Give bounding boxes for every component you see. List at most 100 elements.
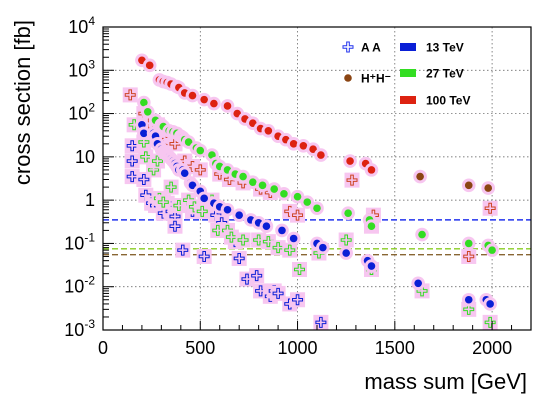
data-point [416, 172, 424, 181]
grid-lines [103, 27, 531, 330]
data-point [484, 202, 496, 214]
point-halo [192, 162, 208, 178]
data-point [169, 220, 181, 232]
data-point [223, 205, 232, 214]
data-point [292, 294, 304, 306]
point-halo [175, 242, 191, 258]
data-point [126, 155, 138, 167]
data-point [262, 236, 274, 248]
data-point [251, 270, 263, 282]
data-point [188, 181, 197, 190]
point-halo [124, 153, 140, 169]
axis-ticks [102, 26, 532, 331]
x-tick-labels: 0 500 1000 1500 2000 [98, 338, 512, 358]
data-point [315, 316, 327, 328]
legend-marker-dot [344, 74, 352, 82]
data-point [272, 242, 284, 254]
data-point [289, 140, 298, 148]
data-point [148, 164, 160, 176]
y-axis-title: cross section [fb] [10, 20, 35, 185]
data-point [367, 166, 376, 174]
legend: A A H⁺H⁻ 13 TeV 27 TeV 100 TeV [342, 41, 470, 108]
data-point [233, 109, 242, 118]
point-halo [282, 242, 298, 258]
data-point [293, 192, 302, 201]
data-point [212, 224, 224, 236]
x-tick-label: 2000 [472, 338, 512, 358]
point-halo [235, 232, 251, 248]
data-point [145, 61, 154, 70]
data-point [270, 185, 279, 193]
data-point [309, 145, 317, 154]
data-point [237, 234, 249, 246]
point-halo [124, 138, 140, 154]
data-point [313, 204, 321, 213]
data-point [346, 157, 354, 165]
data-point [177, 244, 189, 256]
data-point [317, 151, 325, 159]
data-point [289, 234, 298, 243]
legend-label: H⁺H⁻ [361, 72, 391, 86]
y-tick-label: 102 [68, 101, 95, 124]
data-point [418, 230, 426, 239]
data-point [488, 246, 496, 254]
data-point [239, 172, 247, 181]
point-halo [344, 172, 360, 188]
data-point [414, 279, 422, 288]
point-halo [249, 268, 265, 284]
data-point [346, 174, 358, 186]
legend-label: A A [361, 41, 381, 55]
point-halo [167, 218, 183, 234]
data-point [235, 211, 243, 219]
data-point [255, 285, 267, 297]
legend-swatch [400, 43, 416, 51]
point-halo [163, 179, 179, 195]
data-points [122, 53, 499, 330]
point-halo [461, 301, 477, 317]
data-point [208, 151, 216, 159]
point-halo [122, 87, 138, 103]
data-point [223, 102, 232, 110]
data-point [284, 244, 296, 256]
data-point [262, 222, 271, 231]
data-point [180, 169, 189, 177]
data-point [292, 209, 304, 221]
legend-label: 27 TeV [426, 67, 464, 81]
data-point [143, 107, 152, 116]
data-point [340, 234, 352, 246]
y-tick-label: 10-2 [64, 274, 95, 297]
data-point [464, 295, 473, 304]
data-point [303, 198, 312, 206]
point-halo [338, 232, 354, 248]
data-point [140, 129, 148, 138]
data-point [138, 173, 150, 185]
data-point [138, 136, 150, 148]
legend-swatch [400, 96, 416, 104]
legend-swatch [400, 69, 416, 77]
data-point [258, 181, 267, 190]
point-halo [461, 248, 477, 264]
x-tick-label: 1500 [375, 338, 415, 358]
point-halo [270, 285, 286, 301]
data-point [367, 262, 376, 270]
data-point [367, 222, 376, 231]
data-point [200, 194, 208, 203]
data-point [184, 138, 193, 146]
data-point [225, 231, 237, 243]
data-point [463, 250, 475, 262]
point-halo [223, 229, 239, 245]
point-halo [291, 261, 307, 277]
data-point [157, 196, 169, 208]
x-tick-label: 1000 [278, 338, 318, 358]
data-point [126, 140, 138, 152]
data-point [278, 226, 286, 235]
point-halo [482, 200, 498, 216]
data-point [188, 91, 197, 100]
legend-label: 13 TeV [426, 41, 464, 55]
y-tick-labels: 10-3 10-2 10-1 1 10 102 103 104 [64, 14, 95, 340]
data-point [169, 138, 181, 150]
reference-lines [103, 219, 531, 256]
data-point [464, 181, 473, 190]
data-point [464, 239, 473, 248]
